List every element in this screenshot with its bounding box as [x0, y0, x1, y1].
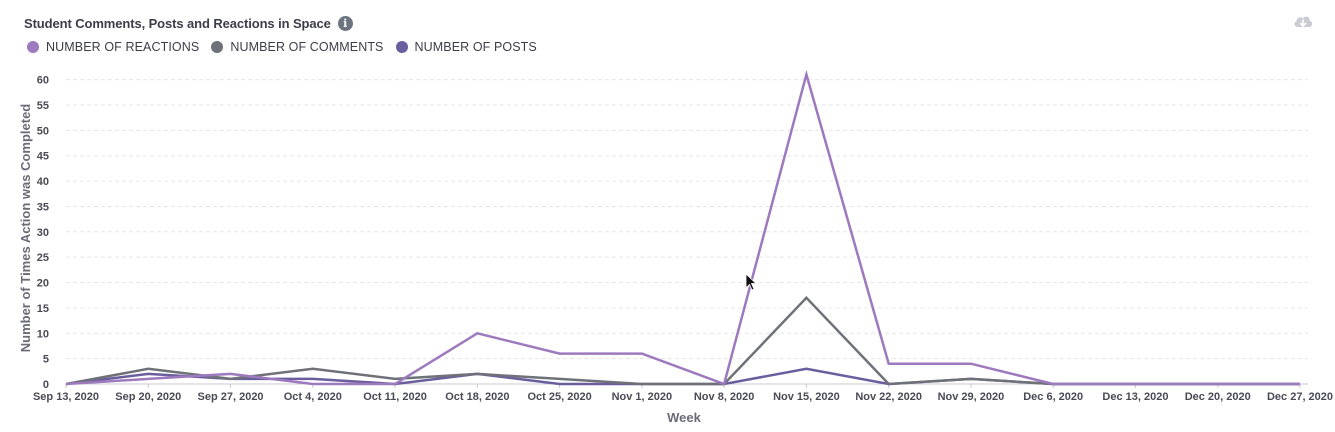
y-tick-label: 20	[37, 278, 49, 290]
y-tick-label: 50	[37, 125, 49, 137]
legend-dot-posts	[395, 41, 408, 53]
legend-label-posts: NUMBER OF POSTS	[414, 40, 537, 54]
x-tick-label: Nov 1, 2020	[612, 391, 673, 403]
chart-title: Student Comments, Posts and Reactions in…	[24, 15, 331, 31]
legend-dot-comments	[211, 41, 224, 53]
cloud-download-icon[interactable]	[1292, 12, 1314, 32]
y-tick-label: 40	[37, 176, 49, 188]
mouse-cursor-icon	[745, 273, 758, 291]
legend-item-posts[interactable]: NUMBER OF POSTS	[395, 40, 537, 54]
y-tick-label: 25	[37, 252, 49, 264]
x-tick-label: Sep 20, 2020	[115, 391, 181, 403]
chart-header: Student Comments, Posts and Reactions in…	[24, 13, 353, 33]
y-tick-label: 30	[37, 227, 49, 239]
legend-item-reactions[interactable]: NUMBER OF REACTIONS	[27, 40, 199, 54]
y-tick-label: 15	[37, 303, 49, 315]
series-line-reactions[interactable]	[65, 69, 1300, 386]
x-tick-label: Oct 18, 2020	[445, 391, 509, 403]
x-axis-ticks: Sep 13, 2020 Sep 20, 2020 Sep 27, 2020 Oct …	[33, 384, 1333, 403]
legend-label-reactions: NUMBER OF REACTIONS	[46, 40, 200, 54]
y-tick-label: 10	[37, 328, 49, 340]
y-tick-label: 35	[37, 201, 49, 213]
y-tick-label: 60	[37, 75, 49, 87]
info-icon[interactable]: i	[337, 15, 353, 31]
grid-lines	[66, 79, 1308, 385]
legend-label-comments: NUMBER OF COMMENTS	[230, 40, 384, 54]
x-tick-label: Dec 27, 2020	[1267, 391, 1333, 403]
x-tick-label: Dec 20, 2020	[1185, 391, 1251, 403]
y-tick-label: 0	[43, 379, 49, 391]
x-tick-label: Nov 29, 2020	[938, 391, 1005, 403]
legend-dot-reactions	[27, 41, 39, 53]
x-tick-label: Nov 15, 2020	[773, 391, 840, 403]
y-tick-label: 55	[37, 100, 49, 112]
x-tick-label: Oct 4, 2020	[284, 391, 342, 403]
x-tick-label: Nov 8, 2020	[694, 391, 755, 403]
y-axis-ticks: 0 5 10 15 20 25 30 35 40 45 50 55 60	[37, 75, 49, 391]
x-tick-label: Oct 25, 2020	[527, 391, 591, 403]
series-line-comments[interactable]	[65, 295, 1300, 386]
legend-item-comments[interactable]: NUMBER OF COMMENTS	[211, 40, 383, 54]
x-axis-title: Week	[667, 410, 701, 425]
x-tick-label: Dec 6, 2020	[1023, 391, 1083, 403]
series-lines	[65, 69, 1300, 386]
y-axis-title: Number of Times Action was Completed	[18, 104, 33, 353]
x-tick-label: Sep 13, 2020	[33, 391, 99, 403]
x-tick-label: Dec 13, 2020	[1102, 391, 1168, 403]
y-tick-label: 45	[37, 151, 49, 163]
y-tick-label: 5	[43, 354, 49, 366]
chart-legend: NUMBER OF REACTIONS NUMBER OF COMMENTS N…	[27, 38, 549, 56]
x-tick-label: Sep 27, 2020	[198, 391, 264, 403]
x-tick-label: Oct 11, 2020	[363, 391, 427, 403]
x-tick-label: Nov 22, 2020	[855, 391, 922, 403]
